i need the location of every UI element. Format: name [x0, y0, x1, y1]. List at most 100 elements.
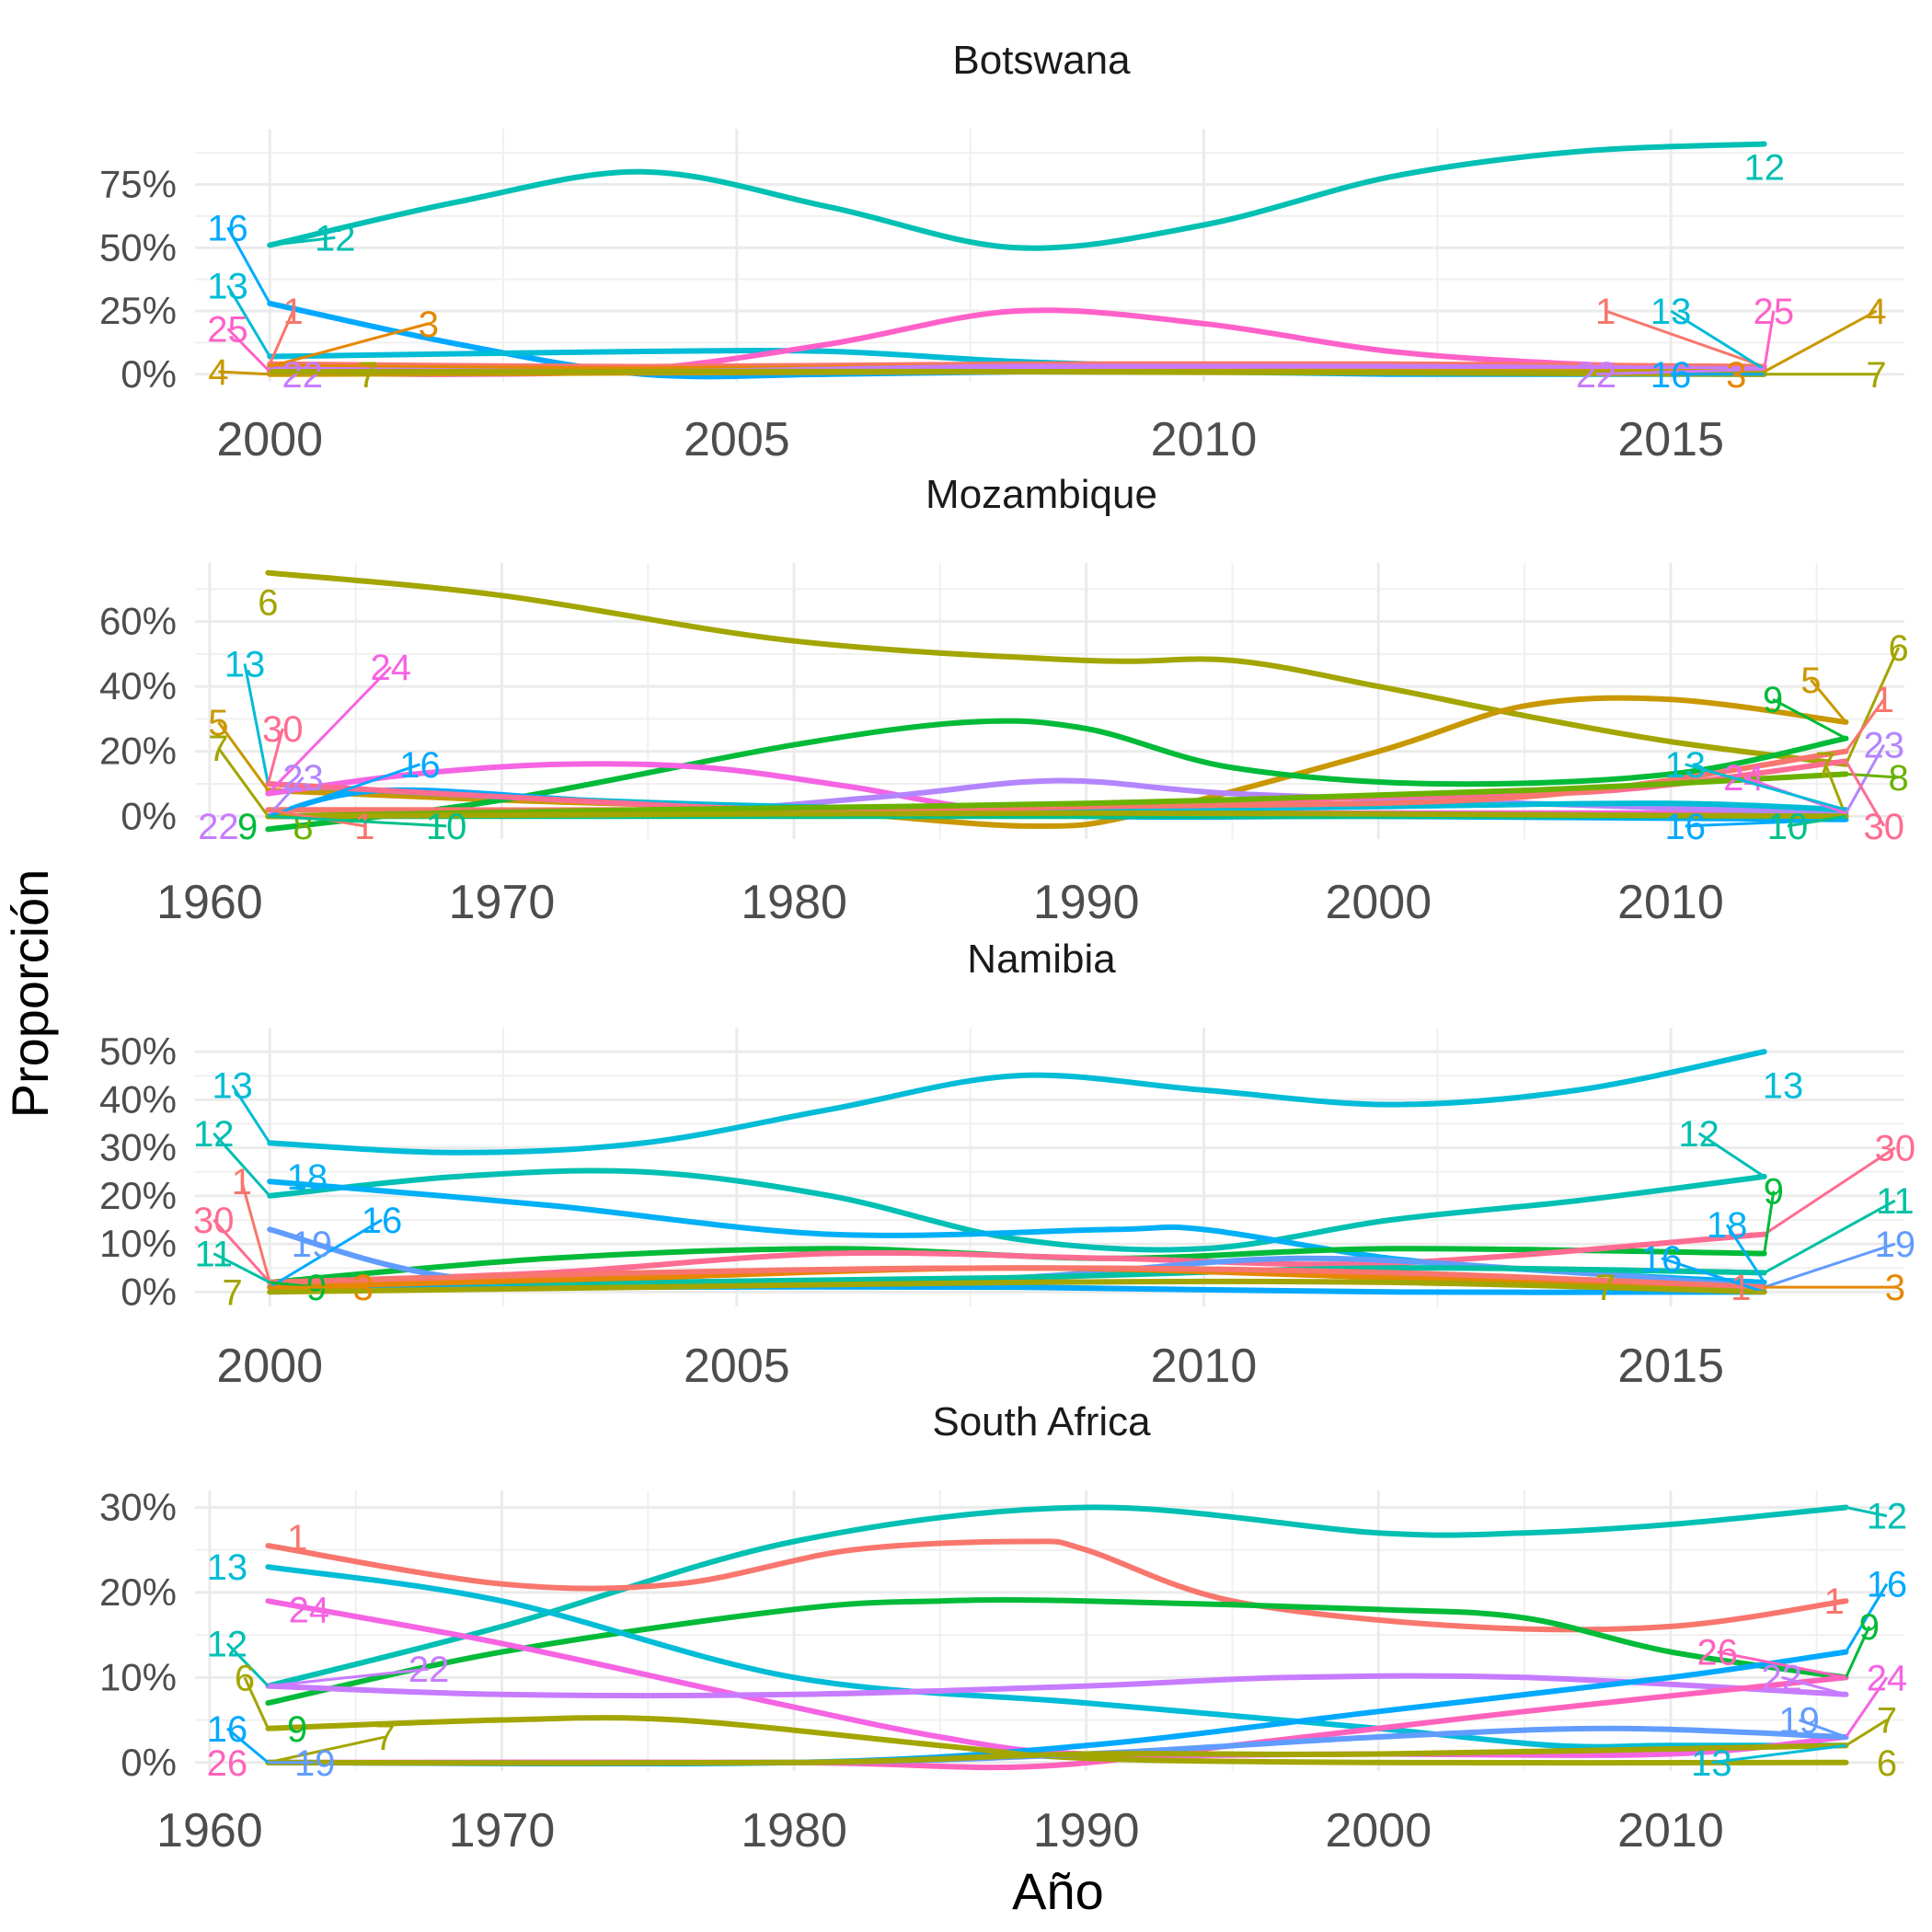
series-label-7: 7 [208, 729, 228, 769]
panel-namibia: 2000 2005 2010 2015 0% 10% 20% 30% 40%50% Namibia… [99, 937, 1915, 1393]
series-label-5: 5 [1800, 661, 1821, 701]
series-line-7 [265, 1742, 1849, 1766]
label-leader [1845, 1676, 1889, 1738]
label-leader [1725, 1224, 1765, 1283]
x-tick-label: 2010 [1617, 876, 1724, 929]
series-line-7 [267, 1278, 1767, 1295]
y-tick-label: 20% [99, 1174, 177, 1217]
series-label-13: 13 [207, 267, 248, 307]
label-leader [1845, 647, 1901, 765]
series-label-13: 13 [212, 1066, 253, 1107]
series-label-12: 12 [1867, 1497, 1908, 1537]
series-label-3: 3 [419, 305, 439, 345]
series-label-10: 10 [1767, 807, 1809, 847]
series-label-9: 9 [237, 807, 258, 847]
series-label-7: 7 [222, 1272, 242, 1313]
series-line-1 [265, 1538, 1849, 1633]
series-label-6: 6 [258, 582, 278, 623]
label-leader [268, 1599, 310, 1611]
series-label-25: 25 [207, 309, 248, 350]
series-label-12: 12 [315, 218, 356, 259]
label-leader [1845, 743, 1886, 814]
series-label-24: 24 [1867, 1658, 1908, 1698]
series-label-12: 12 [207, 1624, 248, 1664]
y-tick-label: 0% [121, 1741, 177, 1784]
x-tick-label: 2000 [216, 413, 323, 466]
label-leader [270, 370, 368, 376]
series-label-1: 1 [1731, 1268, 1751, 1308]
series-label-16: 16 [207, 1709, 248, 1750]
series-label-24: 24 [371, 648, 412, 688]
label-leader [225, 1642, 270, 1687]
series-label-6: 6 [1877, 1743, 1897, 1784]
series-label-16: 16 [1641, 1239, 1683, 1280]
x-tick-label: 1970 [449, 1804, 556, 1857]
x-tick-label: 2000 [216, 1340, 323, 1393]
label-leader [1787, 814, 1846, 828]
series-label-16: 16 [1665, 807, 1707, 847]
panel-title: South Africa [932, 1399, 1151, 1444]
label-leader [268, 310, 294, 365]
label-leader [213, 1132, 271, 1197]
label-leader [226, 284, 271, 358]
series-label-19: 19 [292, 1225, 333, 1265]
panel-mozambique: 1960 1970 1980 1990 2000 2010 0% 20% 40% 60% Mozam… [99, 472, 1909, 929]
x-tick-label: 2010 [1151, 413, 1258, 466]
label-leader [1711, 1743, 1846, 1765]
y-tick-label: 30% [99, 1485, 177, 1528]
label-leader [1697, 1132, 1765, 1179]
series-label-9: 9 [1859, 1607, 1880, 1648]
series-label-6: 6 [235, 1658, 255, 1698]
series-label-11: 11 [1876, 1181, 1915, 1222]
series-label-1: 1 [282, 292, 303, 332]
y-tick-label: 0% [121, 352, 177, 396]
series-label-1: 1 [1595, 292, 1616, 332]
y-tick-label: 10% [99, 1222, 177, 1265]
series-label-3: 3 [1885, 1268, 1905, 1308]
y-tick-label: 25% [99, 289, 177, 332]
series-label-30: 30 [1864, 807, 1905, 847]
x-tick-label: 1980 [741, 1804, 847, 1857]
series-line-22 [265, 1673, 1849, 1698]
y-tick-label: 10% [99, 1655, 177, 1698]
label-leader [1845, 1719, 1888, 1747]
label-leader [1810, 679, 1847, 723]
series-label-30: 30 [262, 709, 304, 750]
series-label-16: 16 [362, 1201, 403, 1241]
label-leader [1604, 309, 1765, 368]
series-label-19: 19 [294, 1743, 336, 1784]
label-leader [218, 370, 270, 376]
series-line-12 [265, 1504, 1849, 1689]
series-label-24: 24 [289, 1590, 330, 1630]
y-tick-label: 75% [99, 163, 177, 206]
series-line-6 [265, 569, 1849, 767]
label-leader [231, 1084, 271, 1144]
series-label-12: 12 [1678, 1114, 1719, 1155]
x-tick-label: 2015 [1617, 1340, 1724, 1393]
series-label-13: 13 [224, 644, 266, 684]
label-leader [267, 763, 421, 818]
label-leader [213, 1218, 271, 1283]
label-leader [213, 1252, 270, 1284]
x-tick-label: 2015 [1617, 413, 1724, 466]
x-tick-label: 1990 [1033, 1804, 1140, 1857]
panel-title: Botswana [952, 38, 1131, 83]
label-leader [240, 1180, 271, 1283]
series-label-13: 13 [207, 1547, 248, 1588]
series-label-8: 8 [293, 807, 313, 847]
x-tick-label: 1960 [156, 1804, 263, 1857]
series-label-1: 1 [354, 807, 374, 847]
label-leader [1763, 1199, 1896, 1274]
y-axis-title: Proporción [1, 869, 59, 1119]
label-leader [269, 1218, 383, 1289]
x-tick-label: 1980 [741, 876, 847, 929]
series-label-23: 23 [282, 758, 324, 799]
panel-title: Mozambique [926, 472, 1157, 517]
label-leader [1763, 1146, 1896, 1236]
series-label-26: 26 [207, 1743, 248, 1784]
series-label-19: 19 [1875, 1225, 1916, 1265]
series-label-3: 3 [1726, 355, 1746, 396]
series-label-1: 1 [232, 1162, 252, 1202]
label-leader [269, 1227, 313, 1246]
